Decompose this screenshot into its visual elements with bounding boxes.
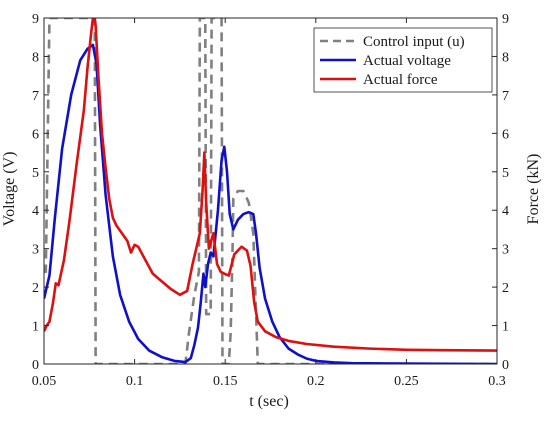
right-tick-label: 9 bbox=[502, 12, 509, 27]
left-tick-label: 5 bbox=[32, 166, 39, 181]
right-axis-title: Force (kN) bbox=[525, 154, 542, 225]
left-tick-label: 9 bbox=[32, 12, 39, 27]
legend: Control input (u) Actual voltage Actual … bbox=[313, 27, 493, 93]
left-tick-label: 0 bbox=[32, 358, 39, 373]
left-tick-label: 4 bbox=[32, 204, 39, 219]
x-tick-label: 0.1 bbox=[126, 374, 144, 389]
legend-label-control-input: Control input (u) bbox=[363, 34, 465, 50]
left-tick-label: 1 bbox=[32, 320, 39, 335]
right-tick-label: 3 bbox=[502, 243, 509, 258]
plot-frame bbox=[43, 17, 498, 365]
x-axis-title: t (sec) bbox=[249, 393, 289, 410]
right-tick-label: 2 bbox=[502, 281, 509, 296]
series-line-actual-force bbox=[44, 18, 497, 352]
x-tick-label: 0.2 bbox=[307, 374, 325, 389]
left-axis-ticks: 0 1 2 3 4 5 6 7 8 9 bbox=[32, 12, 49, 373]
x-tick-label: 0.25 bbox=[394, 374, 419, 389]
right-tick-label: 7 bbox=[502, 89, 509, 104]
left-tick-label: 3 bbox=[32, 243, 39, 258]
left-tick-label: 6 bbox=[32, 127, 39, 142]
left-axis-title: Voltage (V) bbox=[1, 152, 18, 227]
left-tick-label: 2 bbox=[32, 281, 39, 296]
plot-series-area bbox=[44, 18, 497, 364]
right-tick-label: 6 bbox=[502, 127, 509, 142]
x-tick-label: 0.05 bbox=[32, 374, 57, 389]
left-tick-label: 7 bbox=[32, 89, 39, 104]
left-tick-label: 8 bbox=[32, 50, 39, 65]
x-axis-ticks: 0.05 0.1 0.15 0.2 0.25 0.3 bbox=[32, 18, 506, 389]
right-tick-label: 4 bbox=[502, 204, 509, 219]
x-tick-label: 0.3 bbox=[488, 374, 506, 389]
right-tick-label: 8 bbox=[502, 50, 509, 65]
legend-label-actual-force: Actual force bbox=[363, 72, 438, 88]
right-tick-label: 0 bbox=[502, 358, 509, 373]
right-tick-label: 5 bbox=[502, 166, 509, 181]
right-axis-ticks: 0 1 2 3 4 5 6 7 8 9 bbox=[492, 12, 509, 373]
legend-label-actual-voltage: Actual voltage bbox=[363, 53, 451, 69]
right-tick-label: 1 bbox=[502, 320, 509, 335]
x-tick-label: 0.15 bbox=[213, 374, 238, 389]
